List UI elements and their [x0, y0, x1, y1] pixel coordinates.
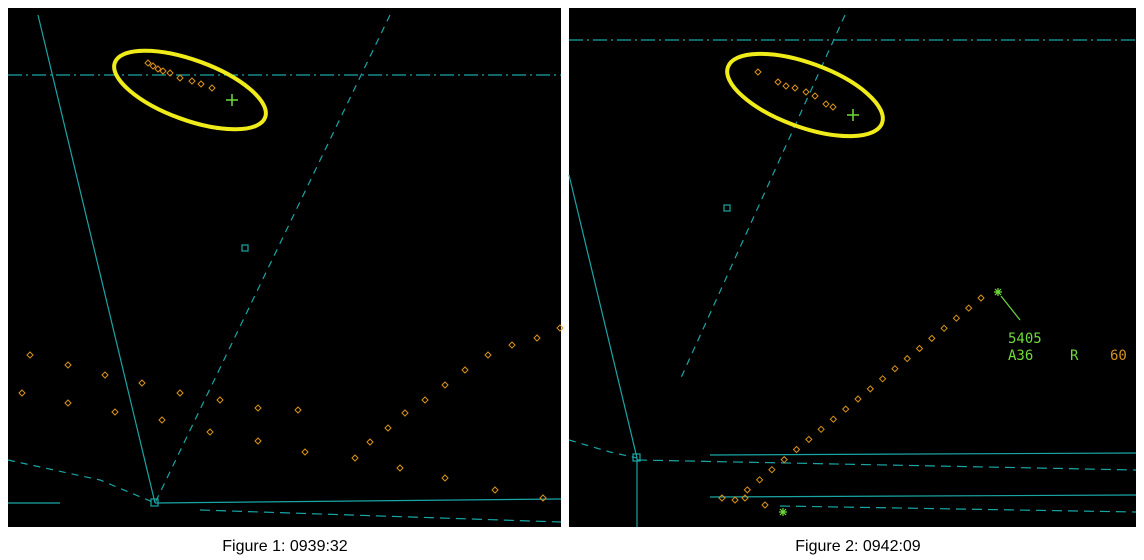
altitude: A36 — [1008, 348, 1033, 364]
radar-panel — [569, 8, 1136, 527]
speed: 60 — [1110, 348, 1127, 364]
beacon-code: 5405 — [1008, 331, 1042, 347]
page: 5405 A36 R 60 Figure 1: 0939:32 Figure 2… — [0, 0, 1144, 560]
status: R — [1070, 348, 1079, 364]
caption: Figure 2: 0942:09 — [795, 538, 921, 555]
figure-sheet: 5405 A36 R 60 Figure 1: 0939:32 Figure 2… — [0, 0, 1144, 560]
radar-panel — [8, 8, 561, 527]
caption: Figure 1: 0939:32 — [222, 538, 348, 555]
